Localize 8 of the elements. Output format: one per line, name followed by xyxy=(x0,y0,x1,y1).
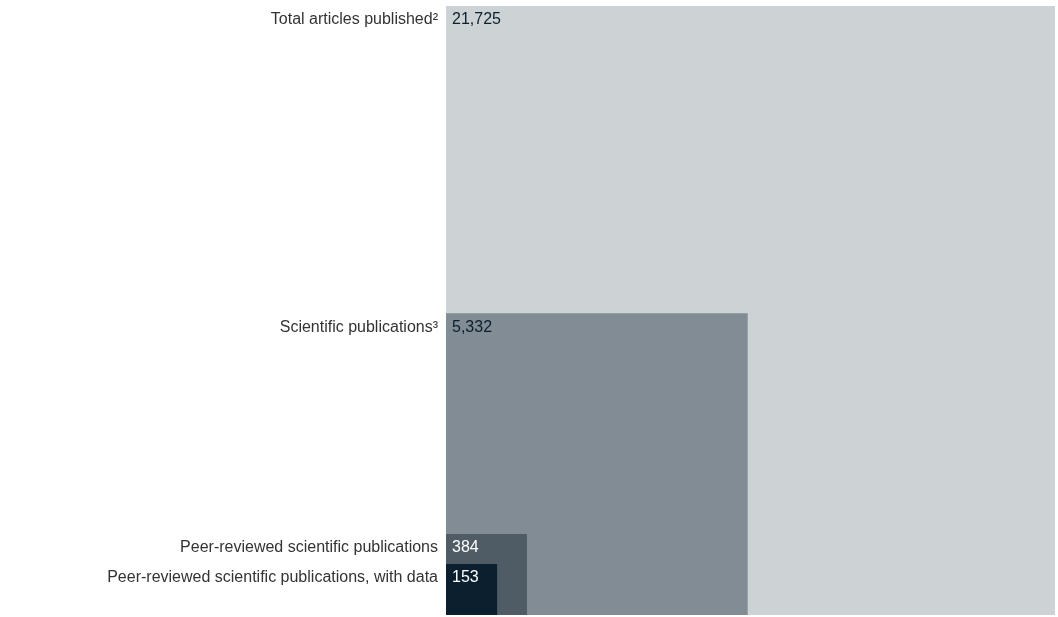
data-label: 21,725 xyxy=(452,10,502,28)
data-label: 5,332 xyxy=(452,317,493,335)
data-label: 153 xyxy=(452,568,479,586)
category-label: Peer-reviewed scientific publications xyxy=(180,538,438,556)
category-label: Total articles published² xyxy=(270,10,439,28)
category-label: Peer-reviewed scientific publications, with data xyxy=(107,568,439,586)
category-label: Scientific publications³ xyxy=(279,317,439,335)
data-label: 384 xyxy=(452,538,479,556)
